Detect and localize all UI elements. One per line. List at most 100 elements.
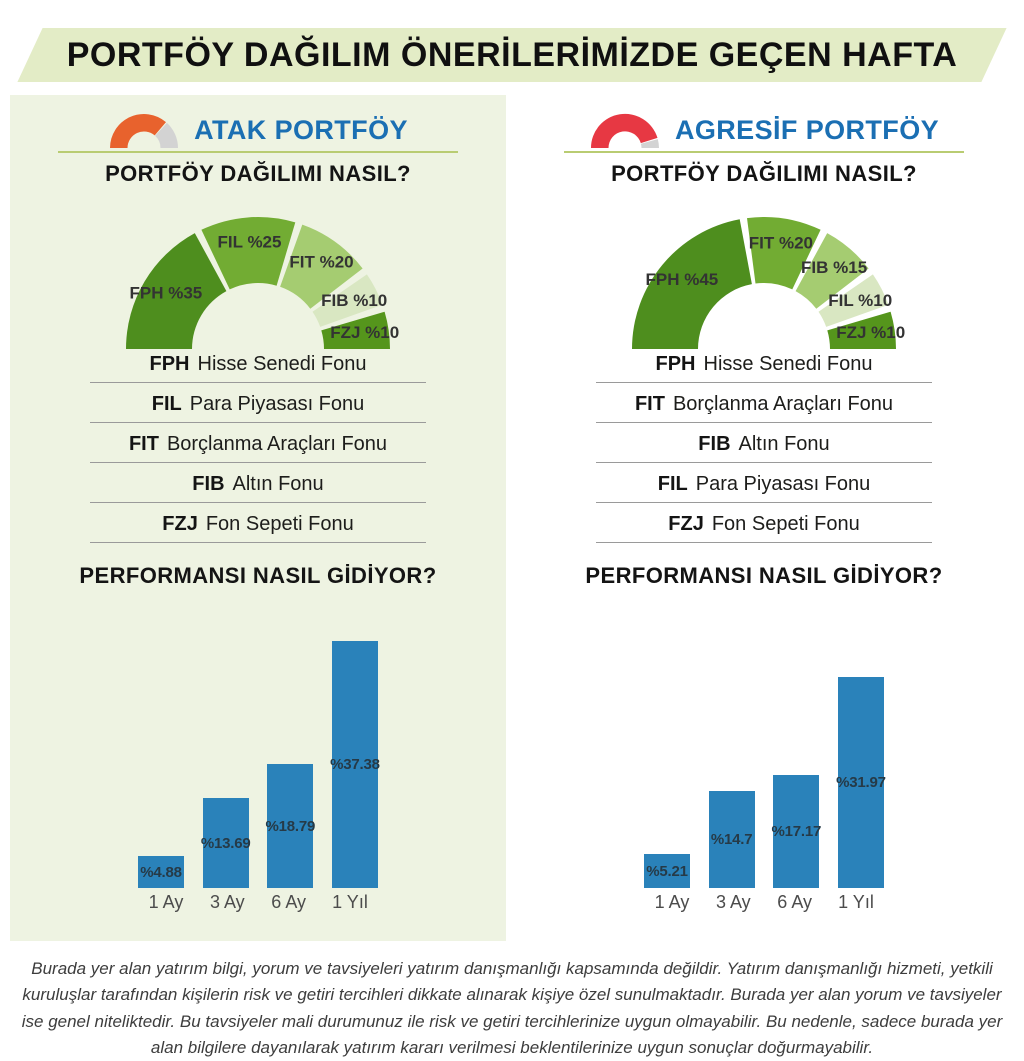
- bar-category-label: 3 Ay: [715, 892, 751, 912]
- fund-code: FZJ: [668, 513, 704, 535]
- legend-row: FIB Altın Fonu: [596, 423, 932, 463]
- fund-name: Altın Fonu: [738, 433, 830, 455]
- atak-portfolio-panel: ATAK PORTFÖY PORTFÖY DAĞILIMI NASIL? FPH…: [10, 95, 506, 941]
- bar-1-ay: %5.21: [644, 854, 690, 888]
- donut-segment-label: FIL %25: [218, 232, 282, 251]
- donut-segment-FIB: [795, 233, 869, 309]
- donut-segment-label: FIT %20: [749, 233, 813, 252]
- bar-value-label: %13.69: [200, 834, 251, 852]
- legend-row: FIL Para Piyasası Fonu: [596, 463, 932, 503]
- bar-value-label: %14.7: [710, 831, 753, 848]
- fund-code: FIB: [698, 433, 731, 455]
- bar-value-label: %17.17: [771, 823, 822, 840]
- allocation-heading: PORTFÖY DAĞILIMI NASIL?: [611, 161, 917, 186]
- agresif-fund-legend: FPH Hisse Senedi Fonu FIT Borçlanma Araç…: [596, 343, 932, 543]
- donut-segment-label: FIL %10: [828, 291, 892, 310]
- fund-name: Altın Fonu: [232, 473, 324, 495]
- performance-heading: PERFORMANSI NASIL GİDİYOR?: [79, 563, 437, 588]
- header-divider: [58, 151, 458, 153]
- bar-value-label: %37.38: [330, 756, 380, 773]
- disclaimer-text: Burada yer alan yatırım bilgi, yorum ve …: [21, 959, 1003, 1058]
- gauge-track: [155, 122, 179, 148]
- bar-category-label: 1 Yıl: [838, 892, 874, 912]
- legend-row: FIT Borçlanma Araçları Fonu: [90, 423, 426, 463]
- atak-portfolio-title: ATAK PORTFÖY: [194, 114, 408, 145]
- fund-code: FIB: [192, 473, 225, 495]
- fund-name: Hisse Senedi Fonu: [703, 353, 873, 375]
- bar-value-label: %31.97: [836, 774, 886, 791]
- legend-row: FIT Borçlanma Araçları Fonu: [596, 383, 932, 423]
- bar-3-ay: %14.7: [708, 791, 755, 888]
- donut-segment-FIL: [818, 274, 889, 327]
- bar-3-ay: %13.69: [200, 798, 251, 888]
- bar-value-label: %5.21: [646, 862, 688, 880]
- fund-name: Para Piyasası Fonu: [695, 473, 871, 495]
- bar-category-label: 6 Ay: [777, 892, 812, 912]
- agresif-portfolio-title: AGRESİF PORTFÖY: [674, 114, 940, 145]
- donut-segment-FPH: [126, 233, 227, 349]
- fund-code: FZJ: [162, 513, 198, 535]
- fund-code: FPH: [655, 353, 696, 375]
- donut-segment-FIT: [747, 217, 821, 290]
- legend-row: FZJ Fon Sepeti Fonu: [90, 503, 426, 543]
- fund-code: FIT: [634, 393, 665, 415]
- bar-6-ay: %17.17: [771, 775, 822, 888]
- agresif-header: AGRESİF PORTFÖY: [516, 103, 1012, 157]
- donut-segment-FIL: [201, 217, 296, 290]
- donut-segment-label: FIT %20: [289, 253, 353, 272]
- agresif-performance-bar-chart: %5.21 %14.7 %17.17 %31.97: [644, 638, 886, 888]
- gauge-icon: [589, 110, 661, 150]
- bar-1-yıl: %31.97: [836, 677, 886, 888]
- fund-code: FPH: [149, 353, 190, 375]
- donut-segment-label: FZJ %10: [330, 323, 399, 342]
- agresif-bar-categories: 1 Ay 3 Ay 6 Ay 1 Yıl: [644, 892, 884, 913]
- legend-row: FIL Para Piyasası Fonu: [90, 383, 426, 423]
- bar-category-label: 1 Yıl: [332, 892, 368, 912]
- bar-1-ay: %4.88: [138, 856, 184, 888]
- fund-name: Borçlanma Araçları Fonu: [672, 393, 894, 415]
- agresif-portfolio-panel: AGRESİF PORTFÖY PORTFÖY DAĞILIMI NASIL? …: [516, 95, 1012, 941]
- donut-segment-label: FZJ %10: [836, 323, 905, 342]
- bar-1-yıl: %37.38: [330, 641, 380, 888]
- donut-segment-FZJ: [827, 311, 896, 349]
- gauge-fill: [590, 113, 658, 148]
- gauge-fill: [110, 114, 167, 148]
- bar-6-ay: %18.79: [265, 764, 316, 888]
- gauge-icon: [108, 110, 180, 150]
- agresif-allocation-donut-chart: FPH %45 FIT %20 FIB %15 FIL %10 FZJ %10: [594, 211, 934, 363]
- donut-segment-label: FIB %10: [321, 291, 387, 310]
- donut-segment-FIB: [312, 274, 383, 327]
- bar-value-label: %18.79: [265, 817, 316, 835]
- atak-header: ATAK PORTFÖY: [10, 103, 506, 157]
- fund-name: Fon Sepeti Fonu: [205, 513, 354, 535]
- legend-row: FIB Altın Fonu: [90, 463, 426, 503]
- bar-value-label: %4.88: [140, 863, 182, 881]
- donut-segment-label: FIB %15: [801, 258, 867, 277]
- donut-segment-FZJ: [321, 311, 390, 349]
- fund-name: Borçlanma Araçları Fonu: [166, 433, 388, 455]
- legend-row: FPH Hisse Senedi Fonu: [596, 343, 932, 383]
- atak-fund-legend: FPH Hisse Senedi Fonu FIL Para Piyasası …: [90, 343, 426, 543]
- fund-name: Para Piyasası Fonu: [189, 393, 365, 415]
- donut-segment-label: FPH %35: [130, 284, 203, 303]
- fund-code: FIT: [128, 433, 159, 455]
- fund-name: Hisse Senedi Fonu: [197, 353, 367, 375]
- header-divider: [564, 151, 964, 153]
- bar-category-label: 1 Ay: [654, 892, 690, 912]
- legend-row: FPH Hisse Senedi Fonu: [90, 343, 426, 383]
- title-banner-content: PORTFÖY DAĞILIM ÖNERİLERİMİZDE GEÇEN HAF…: [30, 28, 994, 82]
- atak-allocation-donut-chart: FPH %35 FIL %25 FIT %20 FIB %10 FZJ %10: [88, 211, 428, 363]
- bar-category-label: 1 Ay: [148, 892, 184, 912]
- donut-segment-FIT: [280, 224, 363, 309]
- bar-category-label: 3 Ay: [209, 892, 245, 912]
- fund-name: Fon Sepeti Fonu: [711, 513, 860, 535]
- bar-category-label: 6 Ay: [271, 892, 306, 912]
- gauge-track: [640, 139, 659, 148]
- atak-bar-categories: 1 Ay 3 Ay 6 Ay 1 Yıl: [138, 892, 378, 913]
- performance-heading: PERFORMANSI NASIL GİDİYOR?: [585, 563, 943, 588]
- donut-segment-label: FPH %45: [646, 270, 719, 289]
- fund-code: FIL: [151, 393, 182, 415]
- allocation-heading: PORTFÖY DAĞILIMI NASIL?: [105, 161, 411, 186]
- page-title: PORTFÖY DAĞILIM ÖNERİLERİMİZDE GEÇEN HAF…: [66, 35, 958, 74]
- legend-row: FZJ Fon Sepeti Fonu: [596, 503, 932, 543]
